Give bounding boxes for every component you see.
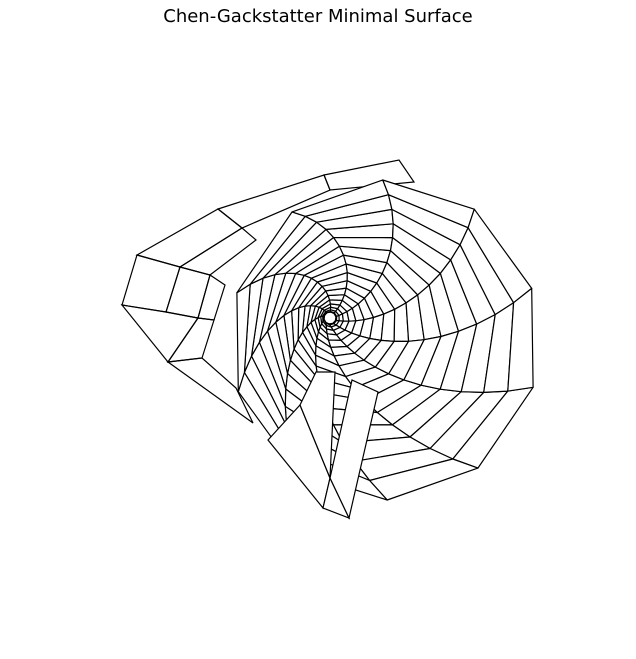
wing-face [178, 227, 257, 276]
flap-face [299, 371, 336, 479]
mesh-face [380, 308, 396, 342]
mesh-face [507, 287, 534, 392]
wing-face [166, 317, 215, 363]
wing-face [135, 208, 244, 268]
chart-title: Chen-Gackstatter Minimal Surface [163, 6, 473, 27]
wing-face [197, 274, 226, 321]
wing-face [121, 254, 181, 313]
wing-face [120, 304, 200, 364]
flap-face [329, 379, 379, 520]
